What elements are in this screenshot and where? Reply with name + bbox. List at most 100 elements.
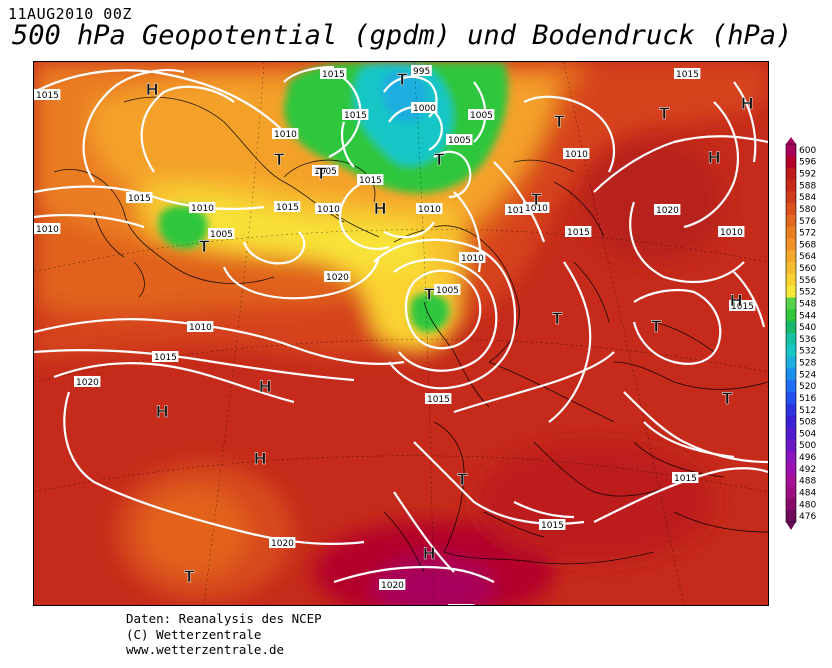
isobar-label: 1020 xyxy=(656,206,679,216)
isobar-label-bg xyxy=(523,202,550,213)
legend-label: 480 xyxy=(799,500,816,510)
high-pressure-marker: H xyxy=(259,377,271,396)
legend-swatch xyxy=(786,250,796,263)
isobar-label-bg xyxy=(320,68,347,79)
isobar-label-bg xyxy=(729,300,756,311)
high-pressure-marker: H xyxy=(254,449,266,468)
high-pressure-marker: H xyxy=(423,544,435,563)
legend-label: 512 xyxy=(799,406,816,416)
low-pressure-marker: T xyxy=(457,470,468,489)
high-pressure-marker: H xyxy=(708,148,720,167)
isobars xyxy=(34,65,768,584)
isobar-label-bg xyxy=(34,89,61,100)
isobar-label: 1010 xyxy=(36,225,59,235)
isobar-label: 1010 xyxy=(317,205,340,215)
legend-swatch xyxy=(786,321,796,334)
credit-copyright: (C) Wetterzentrale xyxy=(126,626,262,642)
weather-map: 1015 1010 1015 995 1000 1005 1005 1015 1010 1015 1… xyxy=(33,61,769,606)
legend-label: 520 xyxy=(799,382,816,392)
isobar-label: 1010 xyxy=(565,150,588,160)
isobar-label: 1015 xyxy=(507,206,530,216)
legend-swatch xyxy=(786,191,796,204)
legend-swatch xyxy=(786,356,796,369)
high-pressure-marker: H xyxy=(741,94,753,113)
isobar-label: 1010 xyxy=(720,228,743,238)
isobar-label: 1010 xyxy=(525,204,548,214)
legend-swatch xyxy=(786,392,796,405)
legend-swatch xyxy=(786,462,796,476)
isobar-label-bg xyxy=(187,321,214,332)
legend-swatch xyxy=(786,344,796,358)
isobar-label-bg xyxy=(446,134,473,145)
isobar-label: 1010 xyxy=(191,204,214,214)
isobar-label-bg xyxy=(505,204,532,215)
isobar-label-bg xyxy=(674,68,701,79)
isobar-label: 1015 xyxy=(541,521,564,531)
date-label: 11AUG2010 00Z xyxy=(8,5,132,23)
isobar-label: 995 xyxy=(413,67,430,77)
isobar-label: 1005 xyxy=(448,136,471,146)
isobar-label-bg xyxy=(411,65,432,76)
isobar-label: 1005 xyxy=(210,230,233,240)
legend-label: 500 xyxy=(799,441,816,451)
legend-swatch xyxy=(786,285,796,299)
isobar-label-bg xyxy=(34,223,61,234)
low-pressure-marker: T xyxy=(554,112,565,131)
legend-label: 492 xyxy=(799,465,816,475)
credit-data-source: Daten: Reanalysis des NCEP xyxy=(126,611,322,626)
legend-label: 548 xyxy=(799,299,816,309)
isobar-label: 1005 xyxy=(470,111,493,121)
legend-swatch xyxy=(786,510,796,523)
legend-swatch xyxy=(786,309,796,322)
isobar-label-bg xyxy=(379,579,406,590)
legend-label: 564 xyxy=(799,252,816,262)
isobar-label-bg xyxy=(269,537,296,548)
color-legend: 600 596 592 588 584 580 576 572 568 564 560 556 552 5… xyxy=(785,136,826,536)
legend-label: 504 xyxy=(799,429,816,439)
legend-swatch xyxy=(786,427,796,440)
isobar-label-bg xyxy=(425,393,452,404)
low-pressure-marker: T xyxy=(651,317,662,336)
isobar-label: 1010 xyxy=(274,130,297,140)
isobar-label-bg xyxy=(126,192,153,203)
legend-swatch xyxy=(786,380,796,393)
isobar-label-bg xyxy=(459,252,486,263)
isobar-label: 1010 xyxy=(189,323,212,333)
legend-label: 516 xyxy=(799,394,816,404)
isobar-label: 1015 xyxy=(276,203,299,213)
isobar-label-bg xyxy=(357,174,384,185)
isobar-label: 1020 xyxy=(76,378,99,388)
legend-swatch xyxy=(786,214,796,228)
isobar-label-bg xyxy=(274,201,301,212)
legend-label: 580 xyxy=(799,205,816,215)
legend-swatch xyxy=(786,333,796,346)
legend-swatch xyxy=(786,144,796,157)
pressure-systems: H H H H H H H H H T T T T T T T T T T T T T T xyxy=(146,70,754,586)
low-pressure-marker: T xyxy=(531,190,542,209)
legend-label: 540 xyxy=(799,323,816,333)
legend-label: 536 xyxy=(799,335,816,345)
legend-frame xyxy=(785,143,797,523)
low-pressure-marker: T xyxy=(424,285,435,304)
legend-swatch xyxy=(786,297,796,310)
legend-swatch xyxy=(786,474,796,488)
legend-swatch xyxy=(786,498,796,511)
geopotential-field xyxy=(34,62,768,605)
isobar-label: 1020 xyxy=(381,581,404,591)
low-pressure-marker: T xyxy=(659,104,670,123)
isobar-label-bg xyxy=(416,203,443,214)
legend-label: 556 xyxy=(799,276,816,286)
legend-swatch xyxy=(786,486,796,499)
legend-label: 508 xyxy=(799,418,816,428)
isobar-label: 1015 xyxy=(128,194,151,204)
isobar-label-bg xyxy=(272,128,299,139)
high-pressure-marker: H xyxy=(156,402,168,421)
legend-label: 576 xyxy=(799,217,816,227)
legend-swatch xyxy=(786,451,796,464)
isobar-label-bg xyxy=(468,109,495,120)
isobar-label-bg xyxy=(315,203,342,214)
map-title: 500 hPa Geopotential (gpdm) und Bodendru… xyxy=(12,20,793,51)
isobar-label-bg xyxy=(718,226,745,237)
isobar-label-bg xyxy=(208,228,235,239)
legend-label: 596 xyxy=(799,158,816,168)
